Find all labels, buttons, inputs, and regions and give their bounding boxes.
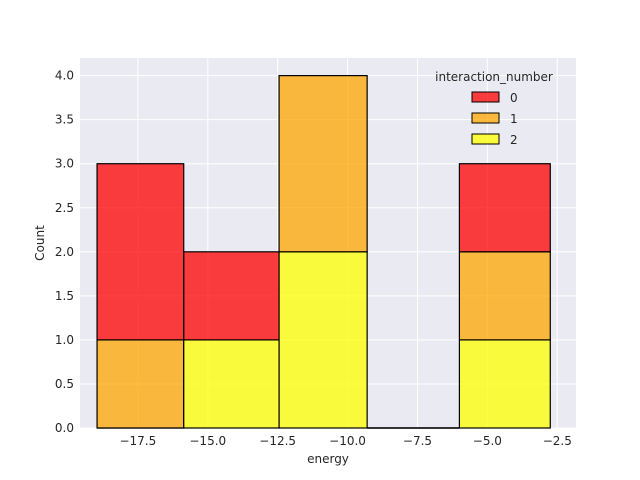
y-tick-label: 4.0 [55,69,74,83]
legend-swatch-1 [471,112,500,124]
bar-segment-series-2 [183,339,280,429]
x-tick-label: −12.5 [259,434,296,448]
y-axis-ticks: 0.0 0.5 1.0 1.5 2.0 2.5 3.0 3.5 4.0 [55,69,74,435]
y-tick-label: 3.0 [55,157,74,171]
y-tick-label: 0.5 [55,377,74,391]
x-tick-label: −10.0 [329,434,366,448]
bar-segment-series-2 [278,251,368,429]
bar-segment-series-0 [96,163,185,341]
bar-segment-series-0 [183,251,280,341]
x-tick-label: −7.5 [403,434,432,448]
legend: interaction_number 0 1 2 [435,70,553,147]
x-tick-label: −17.5 [119,434,156,448]
y-tick-label: 1.0 [55,333,74,347]
bar-segment-series-2 [458,339,551,429]
legend-swatch-2 [471,133,500,145]
x-tick-label: −15.0 [189,434,226,448]
y-tick-label: 1.5 [55,289,74,303]
y-tick-label: 2.0 [55,245,74,259]
x-axis-ticks: −17.5 −15.0 −12.5 −10.0 −7.5 −5.0 −2.5 [119,434,571,448]
bar-segment-series-1 [458,251,551,341]
y-tick-label: 3.5 [55,113,74,127]
bar-segment-series-1 [96,339,185,429]
legend-label-0: 0 [510,91,518,105]
legend-label-1: 1 [510,112,518,126]
y-tick-label: 0.0 [55,421,74,435]
legend-swatch-0 [471,91,500,103]
bars [96,75,551,429]
legend-label-2: 2 [510,133,518,147]
x-axis-label: energy [307,452,349,466]
bar-segment-series-0 [458,163,551,253]
x-tick-label: −5.0 [473,434,502,448]
x-tick-label: −2.5 [543,434,572,448]
bar-segment-series-1 [278,75,368,253]
legend-title: interaction_number [435,70,553,84]
y-axis-label: Count [33,225,47,261]
y-tick-label: 2.5 [55,201,74,215]
